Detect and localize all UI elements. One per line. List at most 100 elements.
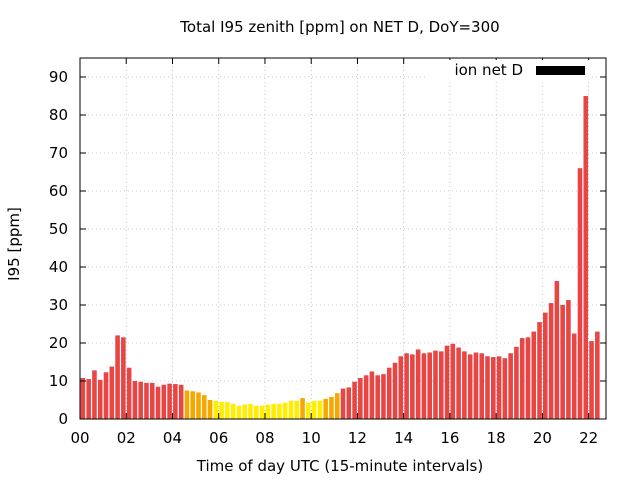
- bar: [363, 375, 369, 419]
- bar: [508, 353, 513, 419]
- y-tick-label: 10: [49, 372, 68, 390]
- bar: [86, 379, 91, 419]
- bar: [138, 381, 143, 419]
- bar: [144, 382, 149, 419]
- bar: [467, 354, 473, 419]
- bar: [311, 400, 317, 419]
- x-tick-label: 12: [348, 429, 367, 447]
- bar: [421, 353, 427, 419]
- bar: [450, 343, 456, 419]
- bar: [554, 281, 560, 419]
- bar: [433, 350, 438, 419]
- bar: [80, 377, 86, 419]
- y-tick-label: 80: [49, 106, 68, 124]
- bar: [548, 303, 554, 419]
- bar: [207, 400, 213, 419]
- bar: [201, 395, 207, 419]
- bar: [248, 403, 253, 419]
- bar: [398, 356, 404, 419]
- x-tick-label: 06: [209, 429, 228, 447]
- bar: [456, 347, 461, 419]
- y-tick-label: 90: [49, 68, 68, 86]
- bars: [80, 96, 600, 419]
- plot-frame: [79, 57, 607, 420]
- bar: [254, 405, 259, 419]
- y-tick-label: 0: [58, 410, 68, 428]
- bar: [173, 384, 178, 419]
- bar: [92, 370, 97, 419]
- bar: [415, 349, 421, 419]
- bar: [167, 383, 172, 419]
- bar: [242, 404, 248, 419]
- bar: [340, 388, 346, 419]
- bar: [485, 356, 490, 419]
- bar: [259, 405, 265, 419]
- bar: [282, 402, 288, 419]
- grid: [80, 58, 606, 419]
- bar: [288, 400, 294, 419]
- x-tick-label: 00: [70, 429, 89, 447]
- y-tick-label: 70: [49, 144, 68, 162]
- bar: [178, 384, 184, 419]
- bar: [317, 400, 323, 419]
- bar: [381, 374, 386, 419]
- x-tick-label: 20: [533, 429, 552, 447]
- x-tick-label: 02: [117, 429, 136, 447]
- bar: [132, 381, 138, 419]
- bar: [149, 382, 155, 419]
- bar: [490, 357, 496, 419]
- bar: [300, 398, 305, 419]
- bar: [375, 375, 380, 419]
- legend-swatch: [536, 66, 585, 75]
- bar: [479, 353, 485, 419]
- bar: [334, 393, 340, 419]
- bar: [103, 372, 109, 419]
- bar: [462, 351, 467, 419]
- bar: [126, 367, 132, 419]
- ticks: 0 10 20 30 40 50 60 70 80 90 00 02 04 06 08 10 12 14 16 18 2…: [49, 58, 606, 447]
- bar: [496, 356, 502, 419]
- legend-label: ion net D: [454, 61, 523, 79]
- x-axis-label: Time of day UTC (15-minute intervals): [196, 457, 483, 475]
- bar: [225, 401, 230, 419]
- bar: [566, 300, 571, 419]
- bar: [155, 386, 161, 419]
- x-tick-label: 14: [394, 429, 413, 447]
- bar: [392, 362, 398, 419]
- bar: [438, 351, 444, 419]
- bar: [236, 405, 242, 419]
- bar: [473, 352, 479, 419]
- bar: [560, 305, 565, 419]
- bar: [525, 337, 531, 419]
- bar: [531, 331, 537, 419]
- bar: [196, 392, 201, 419]
- x-tick-label: 08: [255, 429, 274, 447]
- bar: [537, 322, 542, 419]
- bar: [427, 352, 432, 419]
- bar: [329, 396, 334, 419]
- bar: [410, 354, 415, 419]
- x-tick-label: 16: [440, 429, 459, 447]
- y-tick-label: 30: [49, 296, 68, 314]
- bar: [97, 379, 103, 419]
- bar: [277, 403, 282, 419]
- bar: [543, 312, 548, 419]
- y-tick-label: 60: [49, 182, 68, 200]
- bar: [190, 391, 196, 419]
- bar: [219, 401, 224, 419]
- bar: [265, 404, 271, 419]
- bar: [109, 366, 115, 419]
- y-tick-label: 20: [49, 334, 68, 352]
- bar: [404, 353, 409, 419]
- x-tick-label: 18: [487, 429, 506, 447]
- bar: [577, 168, 583, 419]
- bar: [184, 390, 190, 419]
- bar: [213, 400, 219, 419]
- bar: [271, 403, 276, 419]
- bar: [595, 331, 600, 419]
- bar: [230, 403, 236, 419]
- y-tick-label: 40: [49, 258, 68, 276]
- bar: [346, 387, 352, 419]
- bar: [161, 384, 167, 419]
